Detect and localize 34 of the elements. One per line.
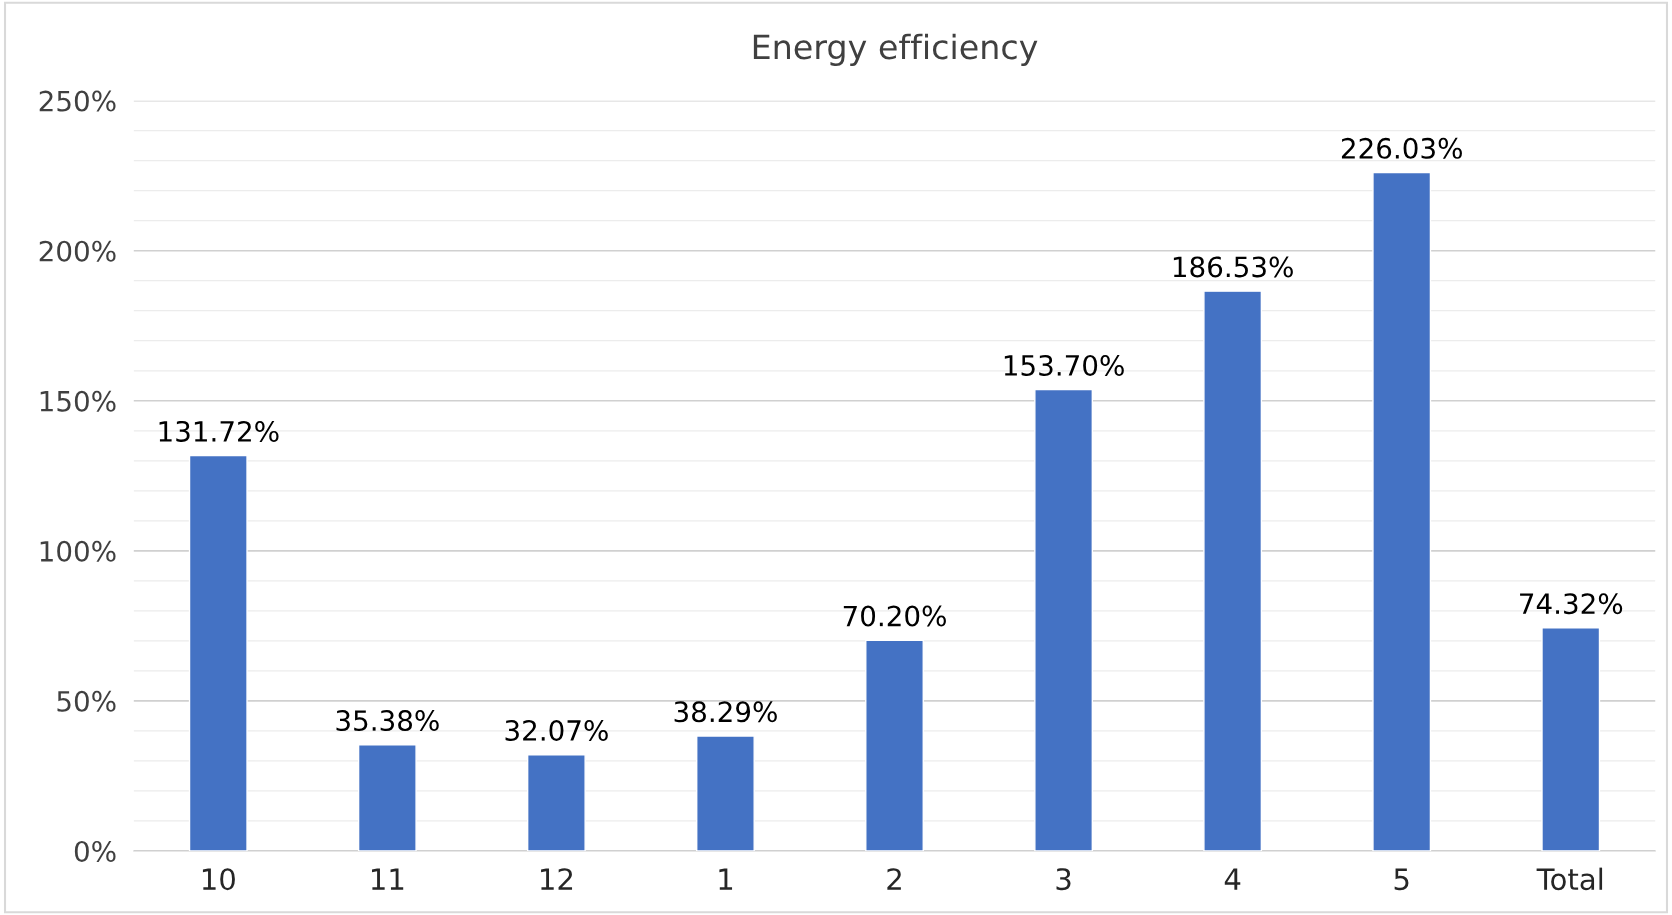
y-tick-label: 50% — [57, 690, 116, 712]
bar — [188, 454, 248, 851]
data-label: 74.32% — [1520, 593, 1623, 615]
data-label: 186.53% — [1173, 256, 1293, 278]
chart-title: Energy efficiency — [753, 33, 1038, 66]
x-tick-label: 1 — [719, 868, 733, 890]
y-tick-label: 250% — [39, 90, 116, 112]
x-tick-label: 5 — [1394, 868, 1409, 891]
bar — [696, 735, 755, 851]
x-tick-label: 10 — [202, 868, 235, 891]
y-tick-label: 150% — [40, 390, 116, 412]
bar — [1203, 290, 1263, 851]
data-label: 32.07% — [505, 719, 608, 741]
data-label: 70.20% — [843, 605, 946, 627]
bar — [357, 744, 417, 851]
bar — [1372, 171, 1432, 851]
data-label: 153.70% — [1004, 354, 1124, 376]
data-label: 38.29% — [674, 701, 777, 723]
x-tick-label: Total — [1536, 867, 1603, 891]
data-label: 131.72% — [159, 420, 279, 442]
data-label: 35.38% — [336, 710, 439, 732]
x-tick-label: 12 — [541, 868, 573, 890]
y-tick-label: 0% — [74, 840, 116, 862]
bar — [1541, 627, 1601, 851]
x-tick-label: 2 — [887, 868, 901, 890]
data-label: 226.03% — [1341, 137, 1462, 159]
x-tick-label: 3 — [1056, 868, 1071, 891]
bar — [1034, 388, 1094, 851]
y-tick-label: 200% — [39, 240, 116, 262]
bar — [865, 639, 924, 851]
y-tick-label: 100% — [40, 540, 116, 562]
bar — [526, 754, 586, 851]
x-tick-label: 11 — [371, 868, 404, 890]
x-tick-label: 4 — [1224, 868, 1241, 890]
